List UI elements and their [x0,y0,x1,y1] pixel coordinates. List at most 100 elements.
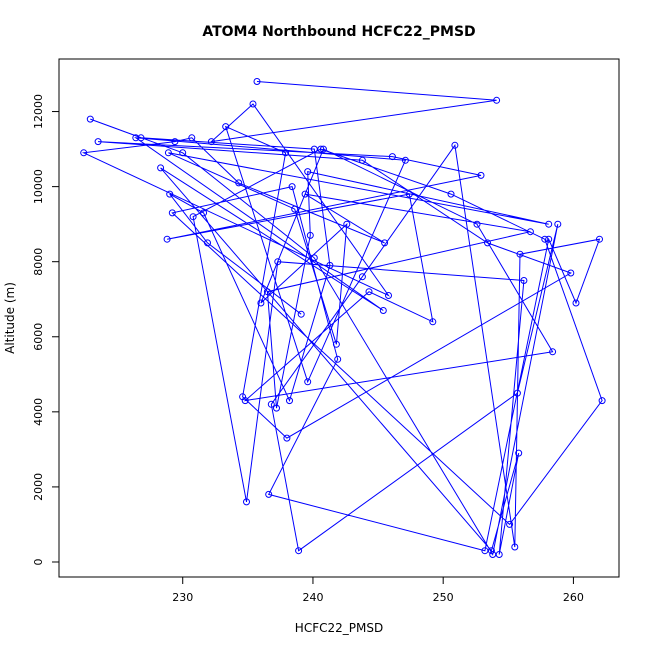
data-point-8 [235,179,243,187]
data-point-12 [263,288,271,296]
data-point-59 [334,355,342,363]
data-point-20 [343,220,351,228]
data-point-29 [163,235,171,243]
data-point-33 [358,156,366,164]
data-point-73 [489,551,497,558]
data-point-35 [567,269,575,277]
data-point-10 [301,190,309,198]
data-point-19 [332,340,340,348]
y-tick-label-2000: 2000 [32,473,45,501]
data-point-38 [282,149,290,157]
data-point-84 [297,310,305,318]
y-tick-label-8000: 8000 [32,248,45,276]
data-point-80 [286,397,293,405]
data-point-28 [405,190,413,198]
chart-title: ATOM4 Northbound HCFC22_PMSD [202,24,475,40]
data-point-74 [310,254,318,262]
data-point-81 [200,209,208,217]
data-point-64 [596,235,603,243]
data-point-32 [94,138,102,146]
data-point-21 [257,299,265,307]
data-point-14 [306,231,314,239]
data-point-30 [477,171,485,179]
data-point-72 [554,220,562,228]
data-point-26 [365,288,373,296]
data-point-41 [401,156,409,164]
data-point-44 [157,164,165,172]
data-point-48 [520,277,528,284]
data-point-55 [598,397,606,405]
data-point-17 [164,149,172,157]
data-point-1 [493,96,501,104]
data-point-69 [267,400,275,408]
data-point-39 [222,123,230,131]
data-point-53 [447,190,455,198]
data-point-60 [265,490,273,498]
data-point-61 [481,547,489,555]
data-point-46 [515,449,523,457]
data-point-0 [253,78,261,85]
data-point-65 [516,250,524,258]
data-point-4 [385,292,392,299]
data-point-70 [295,547,303,555]
data-point-71 [513,389,521,397]
data-point-37 [239,393,247,401]
x-axis-label: HCFC22_PMSD [295,621,383,635]
x-axis: 230 240 250 260 [172,576,584,604]
data-point-24 [549,348,557,356]
data-point-56 [506,520,514,528]
data-point-68 [358,273,366,281]
data-point-7 [188,134,196,142]
data-point-34 [484,239,491,247]
data-point-62 [545,235,553,243]
y-tick-label-6000: 6000 [32,323,45,351]
data-point-51 [189,213,197,221]
data-point-82 [166,190,174,198]
data-point-18 [291,205,299,213]
x-tick-label-250: 250 [433,591,454,604]
data-point-78 [310,145,318,153]
data-point-42 [132,134,140,142]
data-point-57 [168,209,176,217]
data-point-54 [541,235,549,243]
data-point-79 [326,261,334,269]
data-point-50 [243,498,250,506]
data-point-36 [283,434,291,442]
data-point-3 [249,100,257,108]
y-tick-label-12000: 12000 [32,94,45,129]
data-point-49 [274,258,282,266]
data-point-27 [429,318,437,326]
data-point-63 [572,299,580,307]
data-point-2 [207,138,215,146]
series-layer [80,78,606,558]
series-line [81,81,603,556]
data-point-40 [304,378,312,386]
data-point-6 [171,138,179,146]
x-tick-label-230: 230 [172,591,193,604]
data-point-43 [379,307,387,314]
data-point-15 [304,168,312,176]
data-point-58 [288,183,296,191]
data-point-22 [319,145,327,153]
data-point-31 [388,153,396,161]
y-axis: 0 2000 4000 6000 8000 10000 12000 [32,94,60,565]
data-point-66 [511,543,519,551]
data-point-77 [137,134,145,142]
data-point-75 [179,149,187,157]
data-point-76 [86,115,94,123]
data-point-23 [473,220,481,228]
x-tick-label-260: 260 [563,591,584,604]
x-tick-label-240: 240 [302,591,323,604]
y-tick-label-0: 0 [32,558,45,565]
data-point-11 [526,228,534,236]
y-tick-label-10000: 10000 [32,169,45,204]
data-point-9 [381,239,389,247]
data-point-67 [451,141,459,149]
data-point-16 [545,220,553,228]
y-tick-label-4000: 4000 [32,398,45,426]
data-point-13 [273,404,280,412]
data-point-5 [80,149,88,157]
y-axis-label: Altitude (m) [3,282,17,354]
data-point-83 [204,239,211,247]
